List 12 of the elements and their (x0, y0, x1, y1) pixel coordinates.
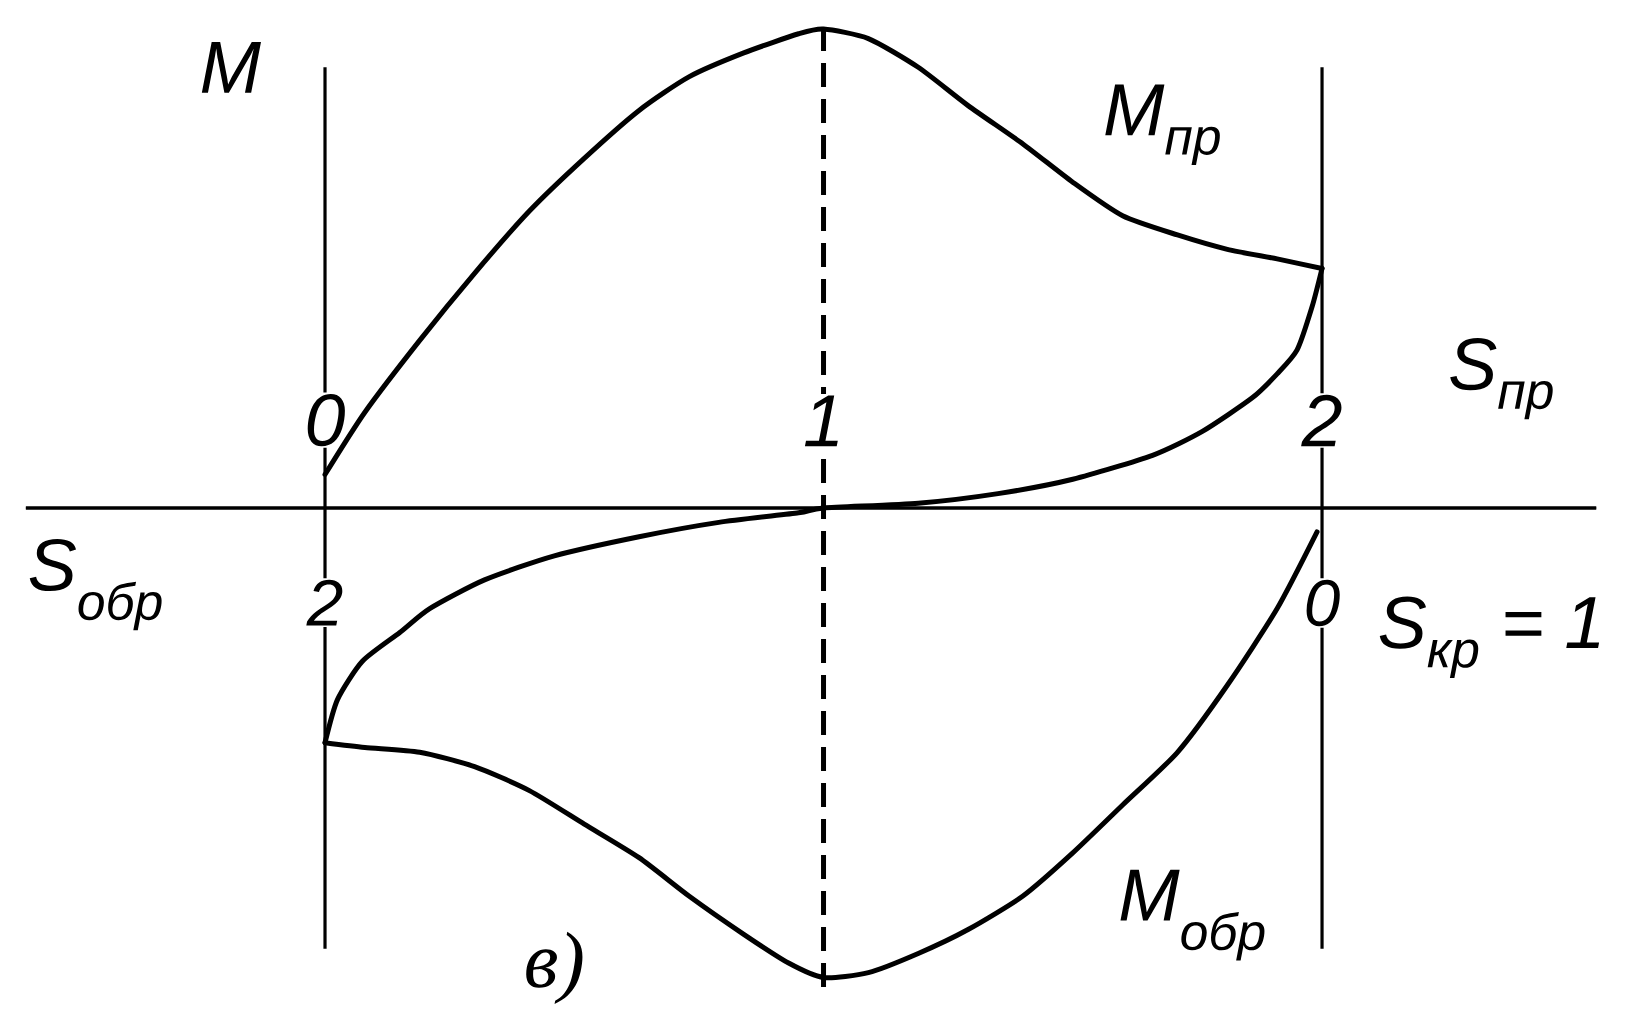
x-tick-label: 1 (804, 395, 838, 447)
series-label: M$_{пр}$ (1105, 84, 1220, 166)
x2-tick-label: 0 (1306, 579, 1340, 627)
annotation: в) (526, 931, 583, 1004)
x-tick-label: 0 (307, 394, 345, 447)
x2-tick-label: 2 (306, 579, 343, 626)
annotation: S$_{кр}$ = 1 (1379, 596, 1600, 679)
x-tick-label: 2 (1301, 394, 1342, 447)
y-axis-title: M (201, 41, 261, 93)
x2-axis-title: S$_{обр}$ (29, 538, 162, 631)
x-axis-title: S$_{пр}$ (1450, 337, 1553, 420)
series-label: M$_{обр}$ (1120, 869, 1265, 961)
